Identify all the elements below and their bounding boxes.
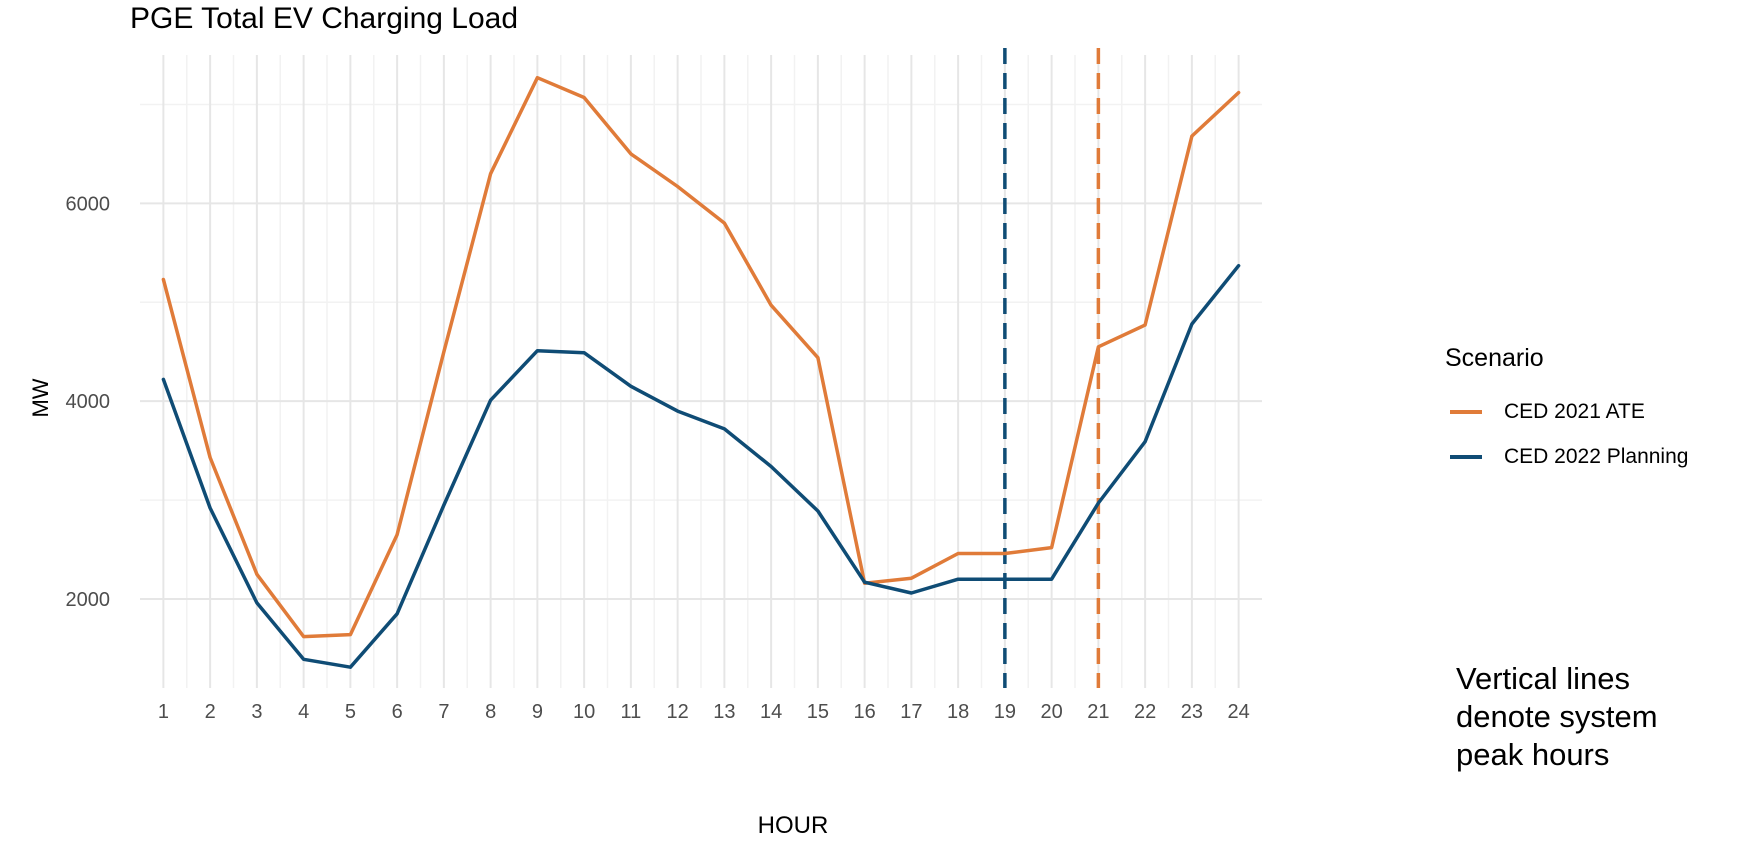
x-tick-label: 17: [900, 701, 922, 723]
x-tick-labels: 1 2 3 4 5 6 7 8 9 10 11 12 13 14 15 16 17 18 19 20 21 22 23 24: [158, 701, 1250, 723]
peak-hour-lines: [1003, 48, 1101, 688]
y-tick-label: 4000: [66, 391, 111, 413]
x-tick-label: 20: [1041, 701, 1063, 723]
x-tick-label: 23: [1181, 701, 1203, 723]
x-tick-label: 2: [205, 701, 216, 723]
x-axis-label: HOUR: [758, 812, 829, 839]
legend-swatch-ced-2021-ate: [1450, 410, 1482, 415]
x-tick-label: 15: [807, 701, 829, 723]
legend-item-ced-2021-ate[interactable]: CED 2021 ATE: [1450, 400, 1645, 424]
y-tick-label: 2000: [66, 589, 111, 611]
annotation-line: Vertical lines: [1456, 661, 1631, 696]
y-tick-label: 6000: [66, 193, 111, 215]
y-axis-label: MW: [28, 378, 53, 417]
annotation-line: peak hours: [1456, 737, 1610, 772]
series-line-ced-2021-ate: [161, 75, 1241, 639]
legend-swatch-ced-2022-planning: [1450, 455, 1482, 460]
y-tick-labels: 2000 4000 6000: [66, 193, 111, 611]
x-tick-label: 16: [854, 701, 876, 723]
x-tick-label: 3: [251, 701, 262, 723]
x-tick-label: 12: [667, 701, 689, 723]
x-tick-label: 8: [485, 701, 496, 723]
grid-lines: [140, 55, 1262, 688]
x-tick-label: 19: [994, 701, 1016, 723]
x-tick-label: 9: [532, 701, 543, 723]
series-line-ced-2022-planning: [161, 263, 1241, 669]
x-tick-label: 18: [947, 701, 969, 723]
x-tick-label: 22: [1134, 701, 1156, 723]
legend-item-ced-2022-planning[interactable]: CED 2022 Planning: [1450, 445, 1688, 469]
legend-label: CED 2021 ATE: [1504, 400, 1645, 423]
x-tick-label: 1: [158, 701, 169, 723]
series-lines: [161, 75, 1241, 669]
x-tick-label: 21: [1087, 701, 1109, 723]
x-tick-label: 13: [713, 701, 735, 723]
x-tick-label: 4: [298, 701, 309, 723]
x-tick-label: 11: [620, 701, 641, 723]
x-tick-label: 5: [345, 701, 356, 723]
x-tick-label: 6: [392, 701, 403, 723]
x-tick-label: 24: [1228, 701, 1250, 723]
chart-title: PGE Total EV Charging Load: [130, 2, 519, 35]
legend-label: CED 2022 Planning: [1504, 445, 1689, 468]
x-tick-label: 7: [438, 701, 449, 723]
x-tick-label: 10: [573, 701, 595, 723]
annotation-line: denote system: [1456, 699, 1658, 734]
x-tick-label: 14: [760, 701, 782, 723]
peak-hours-annotation: Vertical lines denote system peak hours: [1456, 660, 1658, 774]
legend-title: Scenario: [1445, 344, 1544, 372]
